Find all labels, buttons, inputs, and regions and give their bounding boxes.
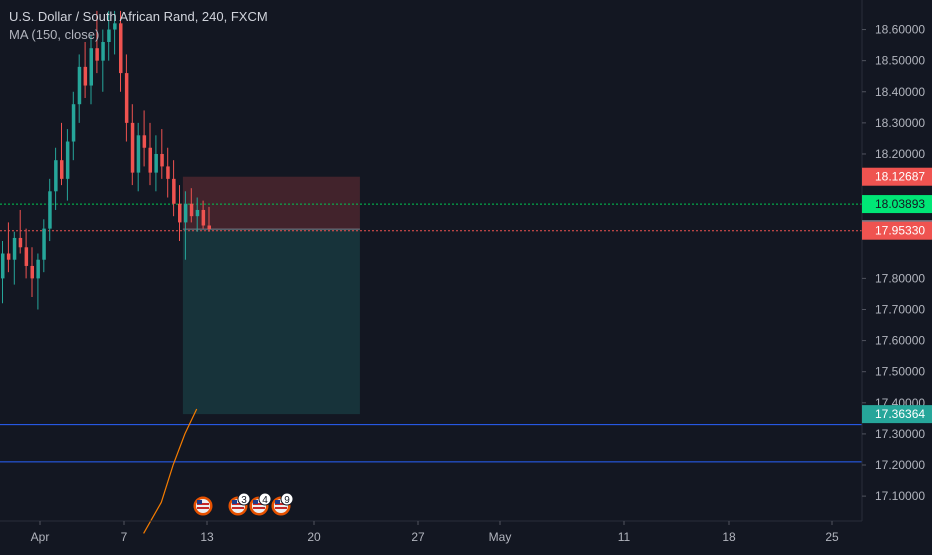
candle-body[interactable] (54, 160, 58, 192)
y-tick-label: 17.20000 (875, 458, 925, 472)
candle-body[interactable] (172, 178, 176, 204)
price-label-stop[interactable] (862, 167, 932, 186)
y-tick-label: 17.80000 (875, 271, 925, 285)
candle-body[interactable] (24, 247, 29, 266)
candle-body[interactable] (6, 253, 11, 260)
moving-average-line[interactable] (143, 408, 198, 534)
y-tick-label: 17.10000 (875, 489, 925, 503)
x-tick-label: 18 (722, 530, 736, 544)
event-count: 3 (241, 495, 247, 506)
symbol-title[interactable]: U.S. Dollar / South African Rand, 240, F… (9, 9, 268, 24)
event-count: 9 (284, 495, 290, 506)
flag-stripe (197, 507, 209, 509)
candle-body[interactable] (207, 225, 212, 230)
flag-canton (253, 500, 258, 504)
candle-body[interactable] (107, 29, 111, 42)
flag-stripe (197, 503, 209, 505)
candle-body[interactable] (119, 23, 123, 74)
y-tick-label: 18.20000 (875, 147, 925, 161)
candle-body[interactable] (89, 48, 94, 86)
candle-body[interactable] (71, 104, 76, 142)
price-label-entry[interactable] (862, 221, 932, 240)
event-count-badge (258, 492, 272, 506)
candle-body[interactable] (160, 153, 164, 167)
event-count-badge (237, 492, 251, 506)
candle-body[interactable] (201, 209, 206, 226)
candle-body[interactable] (101, 41, 105, 61)
y-tick-label: 17.60000 (875, 334, 925, 348)
flag-canton (232, 500, 237, 504)
y-tick-label: 17.70000 (875, 302, 925, 316)
price-label-text: 18.03893 (875, 197, 925, 211)
stop-loss-zone[interactable] (182, 176, 360, 230)
candle-body[interactable] (12, 237, 17, 260)
candle-body[interactable] (154, 153, 158, 173)
x-tick-label: 20 (307, 530, 321, 544)
price-axis[interactable] (862, 0, 932, 550)
flag-canton (197, 500, 202, 504)
candle-body[interactable] (178, 203, 182, 223)
flag-stripe (253, 503, 265, 505)
indicator-label[interactable]: MA (150, close) (9, 27, 100, 42)
flag-stripe (232, 503, 244, 505)
x-tick-label: 25 (825, 530, 839, 544)
flag-stripe (253, 507, 265, 509)
flag-stripe (275, 503, 287, 505)
candle-body[interactable] (36, 259, 40, 279)
x-tick-label: 7 (121, 530, 128, 544)
candle-body[interactable] (95, 48, 99, 61)
candle-body[interactable] (195, 209, 200, 217)
candle-body[interactable] (148, 147, 153, 173)
candle-body[interactable] (124, 73, 129, 123)
x-tick-label: Apr (31, 530, 50, 544)
price-label-target[interactable] (862, 405, 932, 424)
flag-stripe (275, 507, 287, 509)
y-tick-label: 17.50000 (875, 365, 925, 379)
x-tick-label: May (489, 530, 512, 544)
y-tick-label: 18.40000 (875, 85, 925, 99)
candle-body[interactable] (130, 122, 135, 173)
candle-body[interactable] (183, 203, 188, 223)
event-count: 4 (262, 495, 268, 506)
y-tick-label: 18.50000 (875, 54, 925, 68)
y-tick-label: 17.30000 (875, 427, 925, 441)
candle-body[interactable] (18, 237, 23, 248)
price-label-text: 18.12687 (875, 170, 925, 184)
candle-body[interactable] (113, 23, 117, 30)
chart-legend: U.S. Dollar / South African Rand, 240, F… (9, 7, 268, 43)
x-tick-label: 13 (200, 530, 214, 544)
price-label-text: 17.36364 (875, 407, 925, 421)
event-count-badge (280, 492, 294, 506)
price-label-text: 17.95330 (875, 224, 925, 238)
candle-body[interactable] (136, 135, 141, 173)
y-tick-label: 18.60000 (875, 23, 925, 37)
candle-body[interactable] (1, 253, 5, 279)
flag-canton (275, 500, 280, 504)
candle-body[interactable] (48, 191, 52, 229)
candle-body[interactable] (42, 228, 46, 260)
price-label-target_line[interactable] (862, 195, 932, 214)
candle-body[interactable] (65, 141, 70, 179)
flag-stripe (232, 507, 244, 509)
x-tick-label: 27 (411, 530, 425, 544)
candle-body[interactable] (142, 135, 147, 148)
y-tick-label: 18.30000 (875, 116, 925, 130)
candle-body[interactable] (166, 166, 170, 179)
take-profit-zone[interactable] (182, 229, 360, 415)
candle-body[interactable] (83, 66, 88, 86)
candle-body[interactable] (77, 66, 82, 105)
candle-body[interactable] (60, 160, 64, 179)
candle-body[interactable] (189, 203, 194, 217)
candle-body[interactable] (30, 265, 35, 279)
x-tick-label: 11 (618, 530, 631, 544)
